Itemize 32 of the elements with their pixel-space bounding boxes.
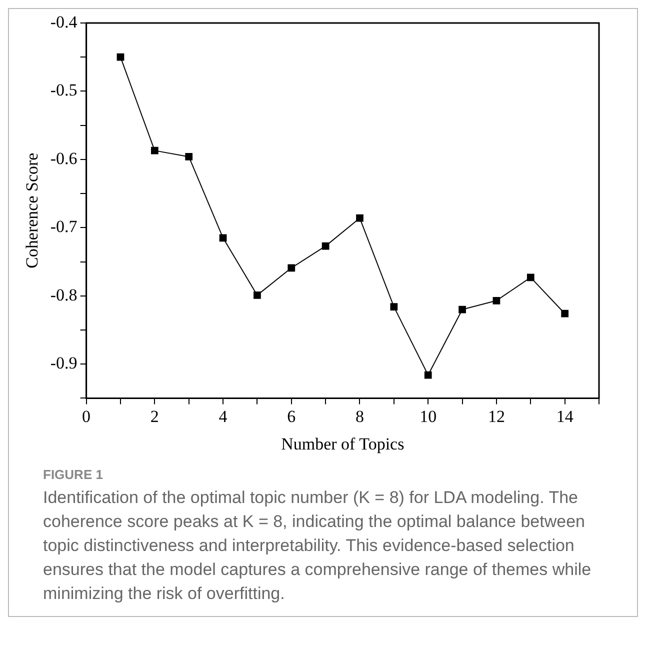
x-tick-label: 10 xyxy=(420,406,437,426)
point xyxy=(116,53,124,61)
y-tick-label: -0.9 xyxy=(50,354,78,373)
y-tick-label: -0.7 xyxy=(50,217,78,236)
y-tick-label: -0.5 xyxy=(50,80,78,100)
y-tick-label: -0.4 xyxy=(50,12,78,32)
text: Identification of the optimal topic number (K = 8) for LDA modeling. The coherence score peaks at K = 8, indicating the optimal balance between topic distinctiveness and interpretability. This evidence-based selection ensures that the model captures a comprehensive range of themes while minimizing the risk of overfitting. xyxy=(43,487,592,605)
point xyxy=(254,292,261,299)
y-tick-label: -0.6 xyxy=(50,148,78,168)
point xyxy=(526,274,534,282)
x-axis-title: Number of Topics xyxy=(281,434,404,454)
point xyxy=(322,242,330,250)
caption: FIGURE 1 xyxy=(43,467,104,482)
point xyxy=(390,303,398,310)
y-tick-label: -0.8 xyxy=(50,285,78,304)
point xyxy=(185,153,193,160)
point xyxy=(356,214,364,222)
x-tick-label: 4 xyxy=(218,406,228,426)
point xyxy=(219,234,227,242)
x-tick-label: 0 xyxy=(82,406,91,426)
x-tick-label: 2 xyxy=(150,406,159,426)
y-axis-title: Coherence Score xyxy=(22,152,42,268)
x-tick-label: 8 xyxy=(355,406,364,426)
point xyxy=(458,306,466,314)
x-tick-label: 6 xyxy=(287,406,296,426)
x-tick-label: 14 xyxy=(556,406,574,426)
point xyxy=(150,146,158,154)
point xyxy=(492,296,500,304)
point xyxy=(561,310,569,318)
x-tick-label: 12 xyxy=(488,406,505,426)
point xyxy=(288,264,296,272)
point xyxy=(424,371,432,379)
